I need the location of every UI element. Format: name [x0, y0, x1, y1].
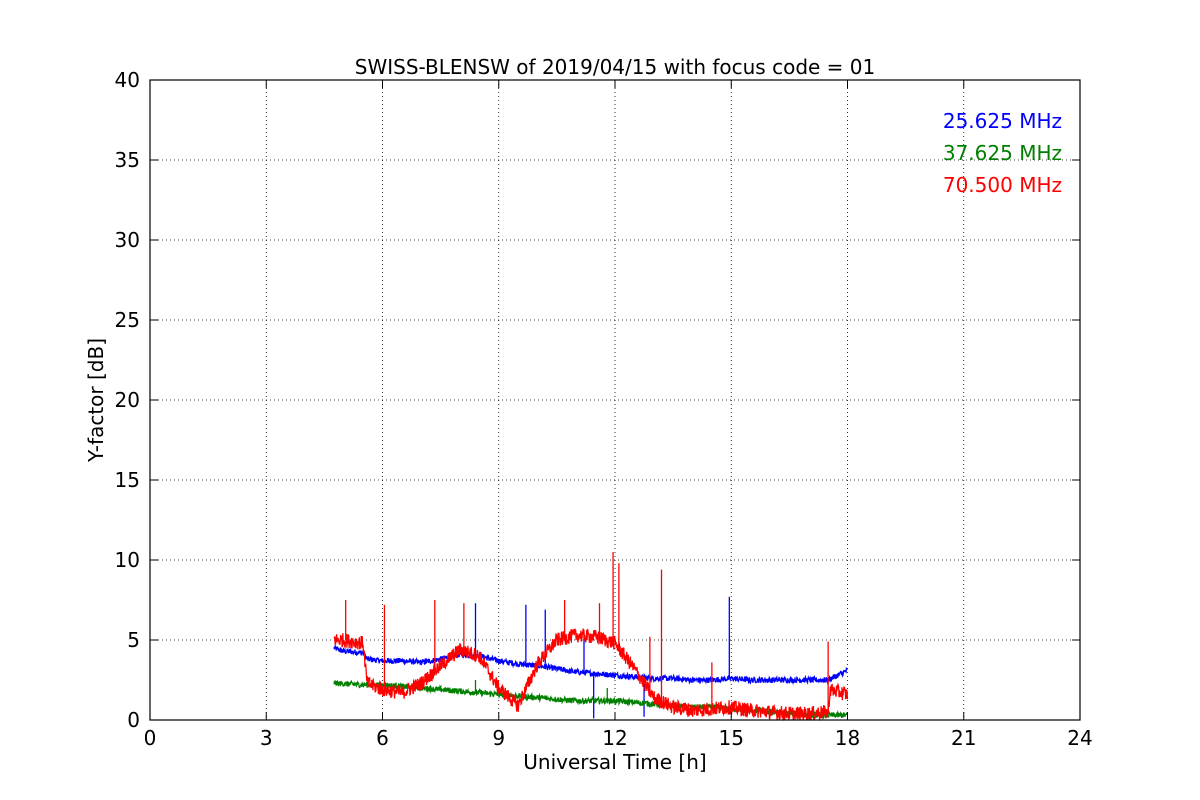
- x-axis-label: Universal Time [h]: [523, 750, 706, 774]
- series-line: [333, 628, 849, 722]
- x-tick-label: 6: [376, 726, 389, 750]
- legend-entry: 70.500 MHz: [943, 173, 1062, 197]
- y-axis-label: Y-factor [dB]: [84, 338, 108, 463]
- tick-labels: 0 3 6 9 12 15 18 21 24 0 5 10 15 20 25 30 35 40: [115, 68, 1093, 750]
- y-tick-label: 0: [127, 708, 140, 732]
- x-tick-label: 3: [260, 726, 273, 750]
- x-tick-label: 15: [719, 726, 744, 750]
- y-tick-label: 20: [115, 388, 140, 412]
- y-tick-label: 5: [127, 628, 140, 652]
- axis-ticks: [149, 79, 1081, 721]
- x-tick-label: 18: [835, 726, 860, 750]
- series-2: [333, 552, 849, 722]
- x-tick-label: 21: [951, 726, 976, 750]
- y-tick-label: 15: [115, 468, 140, 492]
- y-tick-label: 10: [115, 548, 140, 572]
- x-tick-label: 9: [492, 726, 505, 750]
- y-tick-label: 30: [115, 228, 140, 252]
- x-tick-label: 0: [144, 726, 157, 750]
- x-tick-label: 24: [1067, 726, 1092, 750]
- series-line: [333, 645, 848, 686]
- chart-title: SWISS-BLENSW of 2019/04/15 with focus co…: [355, 55, 876, 79]
- legend-entry: 37.625 MHz: [943, 141, 1062, 165]
- x-tick-label: 12: [602, 726, 627, 750]
- y-tick-label: 35: [115, 148, 140, 172]
- data-series: [333, 552, 849, 722]
- y-tick-label: 25: [115, 308, 140, 332]
- legend-entry: 25.625 MHz: [943, 109, 1062, 133]
- legend: 25.625 MHz 37.625 MHz 70.500 MHz: [943, 109, 1062, 197]
- y-tick-label: 40: [115, 68, 140, 92]
